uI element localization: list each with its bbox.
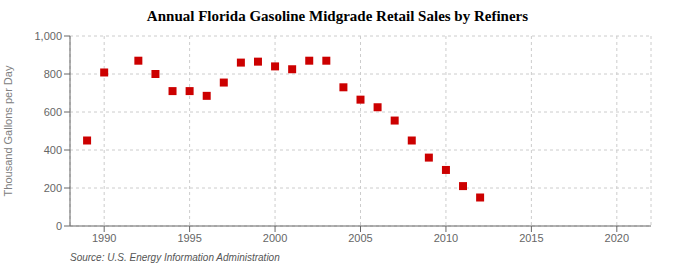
svg-text:1995: 1995 — [177, 232, 201, 244]
svg-text:2000: 2000 — [263, 232, 287, 244]
svg-text:Thousand Gallons per Day: Thousand Gallons per Day — [8, 65, 14, 196]
html-text:Source: U.S. Energy Informatio: Source: U.S. Energy Information Administ… — [70, 252, 280, 263]
svg-text:2005: 2005 — [348, 232, 372, 244]
svg-text:0: 0 — [56, 220, 62, 232]
svg-text:2015: 2015 — [519, 232, 543, 244]
svg-text:200: 200 — [44, 182, 62, 194]
svg-text:600: 600 — [44, 106, 62, 118]
svg-text:400: 400 — [44, 144, 62, 156]
svg-text:1,000: 1,000 — [34, 30, 62, 42]
svg-text:1990: 1990 — [92, 232, 116, 244]
svg-text:2020: 2020 — [605, 232, 629, 244]
svg-text:2010: 2010 — [434, 232, 458, 244]
html-text:Annual Florida Gasoline Midgra: Annual Florida Gasoline Midgrade Retail … — [146, 8, 529, 24]
svg-text:800: 800 — [44, 68, 62, 80]
